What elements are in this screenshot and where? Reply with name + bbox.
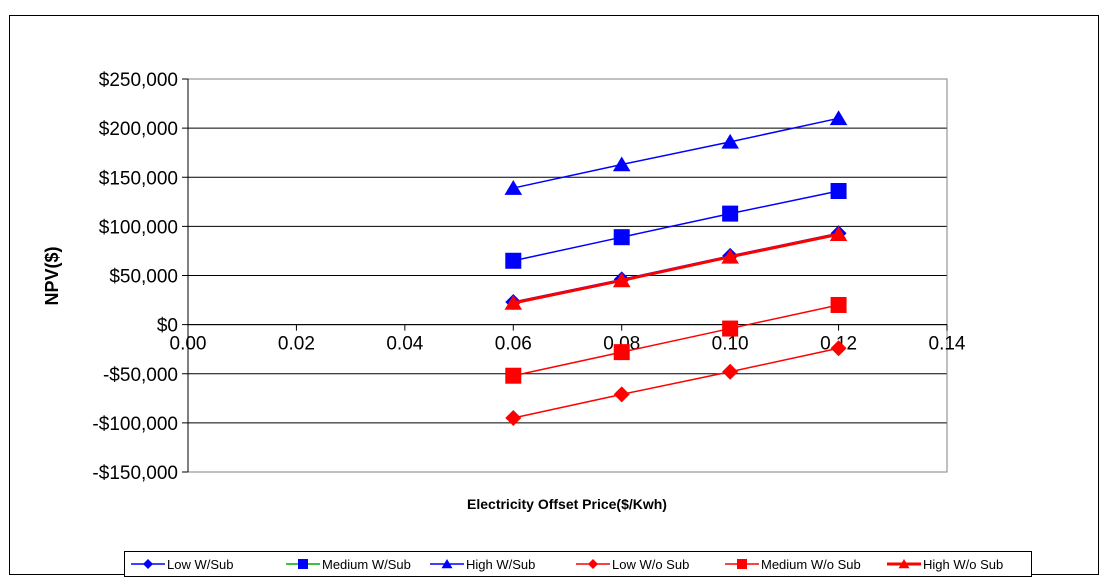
series-2 [505, 183, 847, 269]
legend-marker [898, 559, 910, 569]
legend-entry: Low W/Sub [131, 557, 233, 572]
legend-marker [737, 559, 747, 569]
legend-entry: Low W/o Sub [576, 557, 689, 572]
data-point [722, 205, 739, 222]
data-point [613, 229, 630, 246]
data-point [830, 296, 847, 313]
data-point [829, 226, 848, 242]
series-line [512, 232, 839, 305]
series-line [513, 347, 839, 419]
legend-label: Low W/Sub [167, 557, 233, 572]
legend-label: Medium W/Sub [322, 557, 411, 572]
legend-label: Medium W/o Sub [761, 557, 861, 572]
y-tick-label: -$100,000 [92, 414, 178, 435]
y-tick-label: -$150,000 [92, 463, 178, 484]
y-tick-label: $250,000 [99, 70, 178, 91]
y-tick-labels: $250,000 $200,000 $150,000 $100,000 $50,000 $… [92, 70, 178, 484]
legend-label: High W/Sub [466, 557, 535, 572]
legend-entry: High W/o Sub [887, 557, 1003, 572]
legend-entry: High W/Sub [430, 557, 535, 572]
legend-marker [441, 559, 453, 569]
legend-label: High W/o Sub [923, 557, 1003, 572]
y-tick-label: -$50,000 [103, 365, 178, 386]
data-point [829, 110, 848, 126]
data-point [721, 133, 739, 149]
data-point [613, 344, 630, 361]
data-point [504, 295, 523, 310]
series-6 [504, 226, 848, 310]
legend-entry: Medium W/o Sub [725, 557, 861, 572]
y-tick-label: $200,000 [99, 119, 178, 140]
chart-frame: $250,000 $200,000 $150,000 $100,000 $50,000 $… [9, 15, 1099, 577]
legend-label: Low W/o Sub [612, 557, 689, 572]
x-tick-label: 0.04 [386, 334, 423, 355]
data-point [504, 180, 523, 195]
data-point [613, 386, 630, 403]
gridlines [188, 78, 947, 473]
legend-marker [298, 559, 308, 569]
legend-entries: Low W/Sub Medium W/Sub High W/Sub Low W/o S… [131, 557, 1003, 572]
x-tick-label: 0.02 [278, 334, 315, 355]
legend-marker [588, 559, 598, 569]
data-point [505, 409, 522, 426]
series-layer [504, 110, 848, 426]
data-point [722, 320, 739, 337]
y-tick-label: $0 [157, 316, 178, 337]
x-tick-label: 0.14 [929, 334, 966, 355]
series-line [513, 304, 839, 377]
data-point [612, 272, 631, 288]
data-point [830, 340, 847, 357]
legend: Low W/Sub Medium W/Sub High W/Sub Low W/o S… [124, 551, 1032, 577]
data-point [721, 248, 739, 264]
data-point [505, 252, 522, 269]
data-point [830, 183, 847, 200]
y-axis-title: NPV($) [42, 246, 62, 305]
x-tick-label: 0.00 [170, 334, 207, 355]
series-line [513, 117, 839, 189]
y-tick-label: $150,000 [99, 168, 178, 189]
x-tick-labels: 0.000.020.040.060.080.100.120.14 [170, 334, 966, 355]
x-tick-label: 0.10 [712, 334, 749, 355]
series-5 [505, 296, 847, 384]
axes [182, 78, 948, 473]
legend-marker [143, 559, 153, 569]
legend-entry: Medium W/Sub [286, 557, 411, 572]
series-line [513, 190, 839, 262]
x-tick-label: 0.06 [495, 334, 532, 355]
y-tick-label: $100,000 [99, 217, 178, 238]
series-4 [505, 340, 847, 426]
y-tick-label: $50,000 [109, 267, 178, 288]
chart-plot: $250,000 $200,000 $150,000 $100,000 $50,000 $… [42, 70, 966, 512]
x-axis-title: Electricity Offset Price($/Kwh) [467, 496, 667, 512]
series-3 [504, 110, 848, 195]
data-point [722, 363, 739, 380]
data-point [612, 156, 631, 172]
data-point [505, 367, 522, 384]
